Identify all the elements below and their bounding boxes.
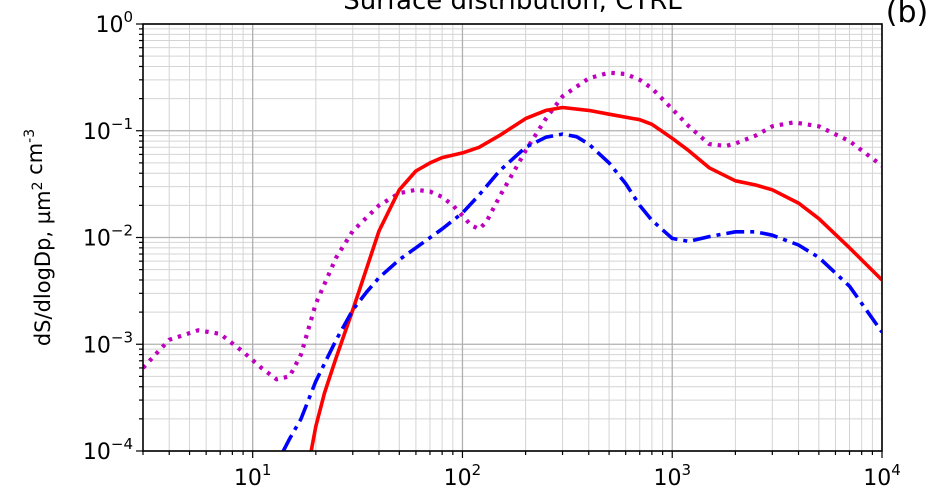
y-tick-label: 10−3 [83, 328, 133, 358]
y-tick-label: 100 [95, 8, 133, 38]
axis-tick-labels: 101 102 103 104 10−4 10−3 10−2 10−1 100 [83, 8, 901, 491]
y-tick-label: 10−2 [83, 222, 133, 252]
x-tick-label: 101 [234, 461, 272, 491]
axis-ticks [136, 23, 883, 458]
x-tick-label: 104 [863, 461, 901, 491]
x-tick-label: 102 [444, 461, 482, 491]
chart-title: Surface distribution, CTRL [343, 0, 682, 16]
series-line-dashdot [281, 132, 882, 451]
y-tick-label: 10−1 [83, 115, 133, 145]
series-layer [143, 70, 882, 451]
series-line-solid [309, 105, 882, 451]
panel-label: (b) [886, 0, 928, 30]
x-tick-label: 103 [653, 461, 691, 491]
y-tick-label: 10−4 [83, 435, 133, 465]
series-line-dotted [143, 70, 882, 382]
y-axis-label: dS/dlogDp, µm2 cm-3 [22, 129, 55, 346]
